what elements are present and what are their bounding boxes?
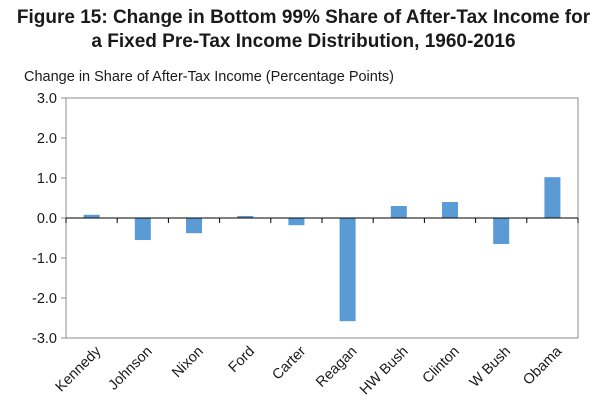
bar — [288, 218, 305, 226]
bar — [390, 206, 407, 218]
x-tick-label: Ford — [226, 344, 258, 376]
chart-title: Figure 15: Change in Bottom 99% Share of… — [0, 6, 607, 54]
y-tick-label: -3.0 — [32, 331, 57, 347]
chart-title-line-1: Figure 15: Change in Bottom 99% Share of… — [16, 7, 591, 28]
x-tick-label: Obama — [520, 343, 566, 389]
bar — [237, 216, 254, 218]
chart-title-line-2: a Fixed Pre-Tax Income Distribution, 196… — [91, 31, 516, 52]
y-axis-label: Change in Share of After-Tax Income (Per… — [24, 69, 394, 85]
bar — [442, 202, 458, 218]
x-tick-label: Reagan — [313, 344, 360, 391]
x-tick-label: HW Bush — [357, 344, 412, 399]
y-tick-label: 2.0 — [37, 131, 57, 147]
x-tick-label: Nixon — [169, 344, 207, 382]
bar — [339, 218, 356, 322]
bar — [186, 218, 202, 234]
bar — [493, 218, 510, 244]
x-tick-label: Johnson — [106, 344, 156, 394]
x-tick-label: Carter — [269, 343, 309, 383]
y-tick-label: 3.0 — [37, 91, 57, 107]
y-tick-label: 1.0 — [37, 171, 57, 187]
bar — [544, 177, 561, 218]
x-tick-label: W Bush — [467, 344, 514, 391]
y-tick-label: 0.0 — [37, 211, 57, 227]
y-tick-label: -2.0 — [32, 291, 57, 307]
y-tick-label: -1.0 — [32, 251, 57, 267]
bar — [83, 214, 100, 218]
bar — [134, 218, 151, 240]
x-tick-label: Kennedy — [53, 343, 105, 395]
x-tick-label: Clinton — [420, 344, 463, 387]
